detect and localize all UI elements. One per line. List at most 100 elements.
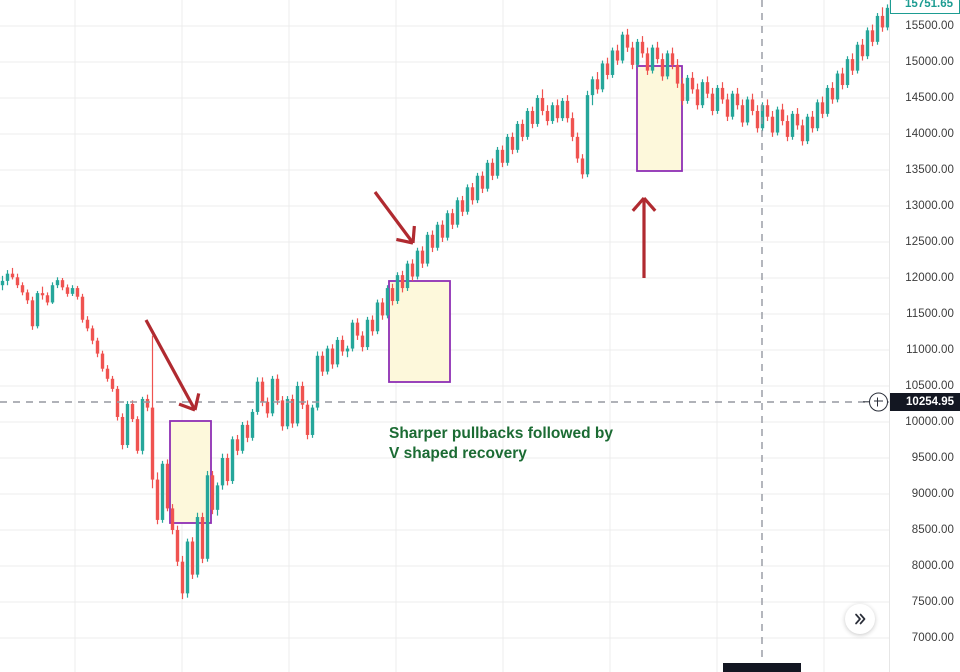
candle-body — [560, 100, 565, 119]
candle-body — [420, 250, 425, 264]
price-tick-label: 11500.00 — [906, 308, 954, 320]
double-chevron-right-icon — [852, 611, 868, 627]
candle-body — [515, 123, 520, 150]
arrow-head-arrow-down-2 — [396, 237, 414, 245]
candle-body — [155, 479, 160, 520]
candle-body — [250, 411, 255, 438]
candle-body — [565, 100, 570, 119]
candle-body — [275, 378, 280, 401]
candle-body — [35, 293, 40, 327]
crosshair-dash-stub — [863, 401, 871, 403]
scroll-to-realtime-button[interactable] — [845, 604, 875, 634]
candle-body — [670, 53, 675, 65]
candle-body — [20, 285, 25, 293]
annotation-arrows[interactable] — [144, 191, 657, 412]
candle-body — [500, 149, 505, 163]
candle-body — [185, 541, 190, 594]
candle-body — [460, 200, 465, 212]
candle-body — [65, 287, 70, 294]
candle-body — [5, 273, 10, 281]
price-tick-label: 12500.00 — [905, 236, 954, 248]
candle-body — [70, 288, 75, 294]
chart-plot-area[interactable] — [0, 0, 890, 672]
candle-body — [540, 98, 545, 111]
candle-body — [160, 463, 165, 520]
candle-body — [140, 398, 145, 451]
candle-body — [325, 348, 330, 372]
candle-body — [30, 300, 35, 327]
grid-lines — [0, 0, 890, 672]
candle-body — [225, 458, 230, 482]
candle-body — [220, 458, 225, 486]
candle-body — [570, 118, 575, 137]
price-axis[interactable]: 15500.00 15000.00 14500.00 14000.00 13500.00… — [889, 0, 960, 672]
arrow-head-arrow-up-1 — [642, 196, 657, 212]
price-tick-label: 8500.00 — [911, 524, 954, 536]
candle-body — [380, 302, 385, 316]
candle-body — [105, 368, 110, 379]
candle-body — [75, 288, 80, 297]
candle-body — [810, 116, 815, 129]
candle-body — [705, 82, 710, 94]
price-tick-label: 14500.00 — [905, 92, 954, 104]
candle-body — [545, 110, 550, 122]
candle-body — [100, 353, 105, 369]
candle-body — [240, 424, 245, 451]
candle-body — [640, 41, 645, 54]
arrow-head-arrow-down-1 — [178, 402, 196, 412]
candle-body — [305, 404, 310, 435]
candle-body — [300, 386, 305, 405]
candle-body — [445, 213, 450, 238]
add-alert-button[interactable] — [869, 392, 888, 412]
candle-body — [435, 224, 440, 248]
highlight-box-pullback-1 — [169, 420, 212, 524]
candle-body — [90, 328, 95, 341]
candle-body — [215, 485, 220, 510]
candle-body — [695, 89, 700, 106]
candle-body — [440, 224, 445, 238]
candle-body — [490, 162, 495, 176]
candle-body — [410, 263, 415, 277]
candle-body — [845, 59, 850, 86]
candle-body — [780, 109, 785, 122]
candle-body — [840, 73, 845, 86]
candle-body — [785, 121, 790, 137]
candlestick-chart[interactable] — [0, 0, 890, 672]
candle-body — [285, 398, 290, 427]
candle-body — [510, 136, 515, 150]
candle-body — [700, 82, 705, 106]
candle-body — [630, 47, 635, 65]
candle-body — [80, 296, 85, 320]
candle-body — [595, 79, 600, 90]
candle-body — [535, 98, 540, 124]
candle-body — [390, 288, 395, 302]
candle-body — [200, 517, 205, 559]
candle-body — [790, 113, 795, 137]
candle-body — [330, 348, 335, 365]
price-tick-label: 15000.00 — [905, 56, 954, 68]
candle-body — [665, 53, 670, 77]
candle-body — [495, 149, 500, 176]
price-tick-label: 10500.00 — [905, 380, 954, 392]
candle-body — [345, 348, 350, 352]
candle-body — [125, 404, 130, 446]
candle-body — [605, 63, 610, 75]
candle-body — [710, 93, 715, 111]
candle-body — [635, 41, 640, 65]
candle-body — [290, 398, 295, 424]
candle-body — [195, 517, 200, 575]
candle-body — [765, 105, 770, 117]
candle-body — [655, 47, 660, 60]
candle-body — [365, 319, 370, 348]
price-tick-label: 11000.00 — [906, 344, 954, 356]
price-tick-label: 12000.00 — [905, 272, 954, 284]
candle-body — [615, 50, 620, 61]
candle-body — [685, 77, 690, 101]
candle-body — [50, 285, 55, 303]
candle-body — [0, 280, 5, 286]
arrow-head-arrow-down-2 — [411, 225, 416, 244]
candle-body — [135, 419, 140, 451]
candle-body — [310, 407, 315, 435]
arrow-shaft-arrow-down-2 — [373, 191, 415, 244]
price-tick-label: 13000.00 — [905, 200, 954, 212]
